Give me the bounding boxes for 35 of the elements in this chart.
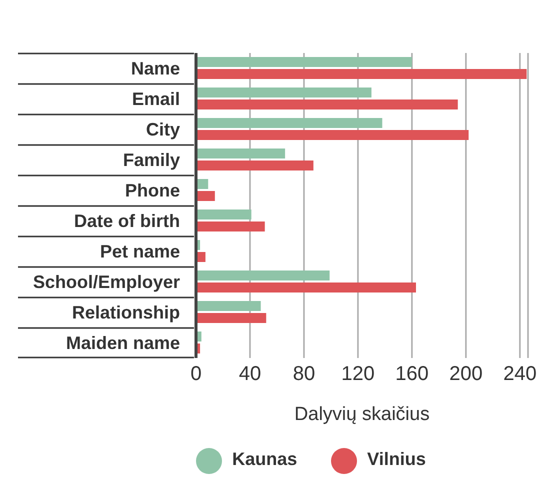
y-tick-label: Maiden name	[66, 332, 180, 353]
y-tick-label: Date of birth	[74, 210, 180, 231]
x-tick-label: 120	[341, 363, 375, 386]
bar	[196, 118, 382, 128]
legend-label: Kaunas	[232, 449, 298, 470]
x-tick-label: 200	[449, 363, 483, 386]
bar	[196, 270, 330, 280]
y-tick-label: Pet name	[100, 241, 180, 262]
bar	[196, 88, 372, 98]
x-tick-label: 240	[503, 363, 537, 386]
x-tick-label: 80	[292, 363, 316, 386]
bar	[196, 100, 458, 110]
bar	[196, 210, 252, 220]
bar	[196, 148, 286, 158]
bar	[196, 130, 469, 140]
y-tick-label: Email	[132, 88, 180, 109]
bar	[196, 313, 266, 323]
x-tick-label: 160	[395, 363, 429, 386]
bar	[196, 69, 527, 79]
y-tick-label: School/Employer	[32, 272, 180, 292]
bar	[196, 57, 412, 67]
x-tick-label: 0	[190, 363, 202, 386]
y-tick-label: Family	[122, 150, 180, 170]
y-tick-label: Relationship	[72, 302, 180, 322]
y-tick-label: City	[146, 119, 180, 140]
bar	[196, 222, 265, 232]
bar	[196, 160, 314, 170]
x-axis-title: Dalyvių skaičius	[294, 404, 430, 425]
y-tick-label: Phone	[124, 180, 180, 200]
y-tick-label: Name	[130, 58, 180, 78]
bar	[196, 191, 215, 201]
x-tick-label: 40	[238, 363, 262, 386]
bar	[196, 301, 261, 311]
bar	[196, 282, 416, 292]
legend-label: Vilnius	[367, 449, 426, 470]
